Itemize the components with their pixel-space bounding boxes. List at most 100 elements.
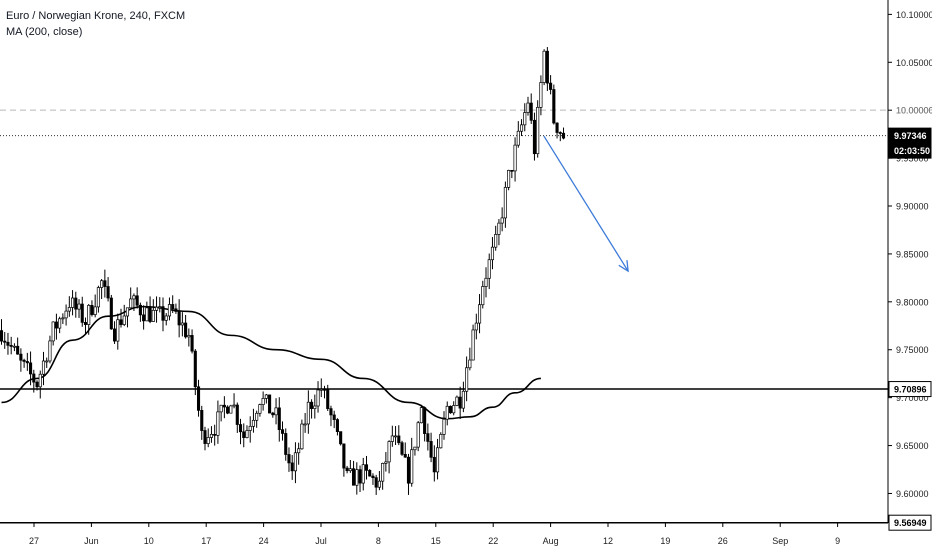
candle-body	[397, 435, 401, 444]
candle-body	[516, 130, 520, 146]
candle-body	[245, 430, 249, 438]
candle-body	[3, 340, 7, 343]
candle-body	[461, 390, 465, 409]
candle-body	[507, 169, 511, 188]
candle-body	[112, 328, 117, 342]
candle-body	[216, 411, 220, 436]
candle-body	[238, 424, 243, 433]
candle-body	[235, 404, 239, 425]
candle-body	[387, 441, 391, 463]
price-tick-label: 9.85000	[896, 249, 929, 259]
forecast-arrow	[543, 135, 629, 272]
candle-body	[510, 169, 514, 172]
chart-title: Euro / Norwegian Krone, 240, FXCM	[6, 10, 186, 22]
candle-body	[526, 102, 530, 113]
time-tick-label: 24	[259, 536, 269, 546]
candle-body	[490, 246, 495, 261]
ma-indicator-label: MA (200, close)	[6, 26, 83, 38]
candle-body	[316, 389, 320, 407]
candle-body	[174, 308, 178, 312]
support-level-tag: 9.70896	[894, 385, 927, 395]
candle-body	[561, 132, 566, 139]
candle-body	[264, 394, 268, 399]
time-tick-label: 17	[201, 536, 211, 546]
candle-body	[503, 187, 507, 219]
candle-body	[429, 441, 433, 458]
price-axis-panel	[888, 0, 932, 550]
candle-body	[326, 389, 330, 409]
time-tick-label: 10	[144, 536, 154, 546]
candle-body	[406, 456, 411, 484]
candle-body	[322, 388, 327, 391]
forecast-arrow-head	[618, 260, 629, 273]
candle-body	[96, 287, 100, 308]
candle-body	[477, 304, 482, 324]
candle-body	[394, 435, 398, 438]
candle-body	[465, 367, 469, 392]
candle-body	[51, 321, 55, 342]
candle-body	[119, 319, 123, 325]
candle-body	[410, 449, 414, 484]
candle-body	[277, 407, 281, 430]
candle-body	[390, 435, 394, 442]
candle-body	[6, 341, 10, 346]
candle-body	[287, 454, 291, 464]
time-tick-label: Jul	[315, 536, 327, 546]
candle-body	[500, 217, 504, 224]
candle-body	[261, 398, 265, 405]
candle-body	[38, 373, 42, 388]
candle-body	[400, 442, 404, 455]
candle-body	[106, 286, 110, 299]
candle-body	[345, 467, 349, 472]
price-tick-label: 10.00000	[896, 106, 932, 116]
candle-body	[300, 423, 304, 450]
candle-body	[196, 386, 201, 411]
candle-body	[455, 396, 459, 406]
candle-body	[319, 388, 323, 391]
candle-body	[558, 132, 562, 134]
candle-body	[306, 401, 310, 425]
candle-body	[339, 431, 343, 445]
candle-body	[219, 404, 223, 413]
candle-body	[80, 303, 84, 323]
candle-body	[513, 144, 517, 172]
candle-body	[423, 407, 427, 434]
candle-body	[125, 307, 130, 317]
candle-body	[352, 468, 356, 486]
candle-body	[109, 297, 113, 330]
candle-body	[413, 446, 417, 451]
price-tick-label: 9.60000	[896, 489, 929, 499]
candle-body	[148, 307, 152, 322]
candle-body	[129, 298, 133, 309]
candle-body	[329, 408, 333, 416]
time-tick-label: 12	[603, 536, 613, 546]
candle-body	[184, 322, 188, 338]
candle-body	[12, 345, 16, 348]
time-tick-label: Sep	[772, 536, 788, 546]
candle-body	[74, 297, 78, 310]
candle-body	[536, 106, 540, 155]
candle-body	[16, 345, 20, 355]
candle-body	[90, 305, 94, 315]
candle-body	[248, 425, 252, 431]
price-tick-label: 9.65000	[896, 441, 929, 451]
candle-body	[342, 443, 346, 469]
candle-body	[251, 419, 255, 427]
candle-body	[539, 82, 543, 108]
price-tick-label: 9.70000	[896, 393, 929, 403]
candle-body	[161, 306, 165, 321]
candle-body	[177, 311, 181, 326]
candle-body	[484, 277, 488, 287]
price-tick-label: 9.80000	[896, 297, 929, 307]
candle-body	[22, 359, 26, 362]
candle-body	[193, 350, 197, 388]
time-tick-label: 22	[488, 536, 498, 546]
candle-body	[151, 309, 155, 322]
candle-body	[293, 452, 297, 472]
candle-body	[368, 470, 372, 477]
candle-body	[555, 122, 559, 133]
time-tick-label: 9	[835, 536, 840, 546]
dashed-level-tag: 10.00006	[896, 106, 932, 116]
candle-body	[545, 50, 549, 84]
